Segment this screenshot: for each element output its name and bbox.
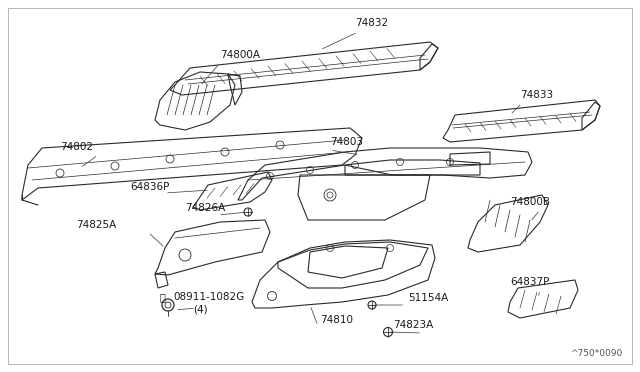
Text: 74832: 74832: [355, 18, 388, 28]
Text: 74803: 74803: [330, 137, 363, 147]
Text: 74833: 74833: [520, 90, 553, 100]
Text: 74825A: 74825A: [76, 220, 116, 230]
Text: 74800A: 74800A: [220, 50, 260, 60]
Text: 64836P: 64836P: [130, 182, 170, 192]
Text: 74823A: 74823A: [393, 320, 433, 330]
Text: 74826A: 74826A: [185, 203, 225, 213]
Text: Ⓝ: Ⓝ: [160, 292, 166, 302]
Text: 64837P: 64837P: [510, 277, 549, 287]
Text: 74810: 74810: [320, 315, 353, 325]
Text: 08911-1082G: 08911-1082G: [173, 292, 244, 302]
Text: 74802: 74802: [60, 142, 93, 152]
Text: (4): (4): [193, 305, 207, 315]
Text: ^750*0090: ^750*0090: [570, 349, 622, 358]
Text: 51154A: 51154A: [408, 293, 448, 303]
Text: 74800B: 74800B: [510, 197, 550, 207]
